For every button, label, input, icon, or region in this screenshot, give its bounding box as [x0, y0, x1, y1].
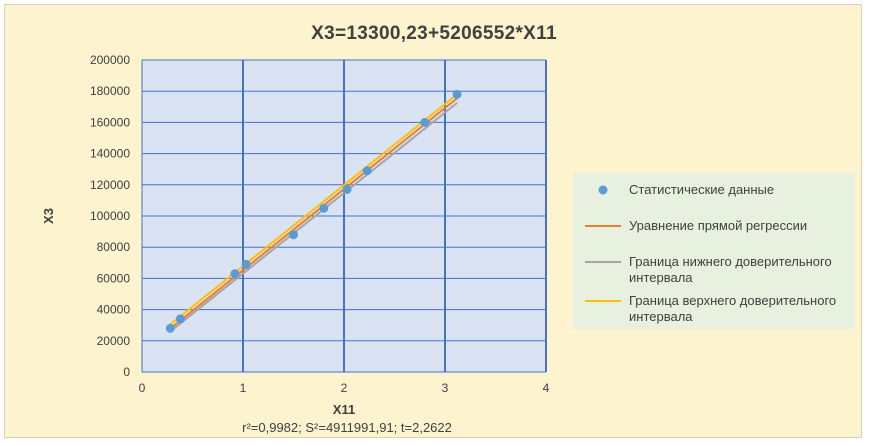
- lower-confidence-line: [169, 102, 458, 333]
- chart-area: X3=13300,23+5206552*X11 0 20000 40000 60000…: [4, 4, 862, 438]
- regression-line: [169, 97, 458, 330]
- chart-title: X3=13300,23+5206552*X11: [311, 23, 557, 44]
- x-axis-title: X11: [333, 402, 355, 417]
- legend: Статистические данные Уравнение прямой р…: [573, 173, 855, 329]
- legend-label-lower: Граница нижнего доверительного интервала: [629, 254, 832, 285]
- y-tick-label: 40000: [97, 303, 131, 317]
- chart-subtitle: r²=0,9982; S²=4911991,91; t=2,2622: [242, 420, 452, 435]
- y-tick-label: 100000: [90, 209, 130, 223]
- legend-label-data: Статистические данные: [629, 182, 775, 197]
- legend-marker-upper: [585, 300, 621, 302]
- data-point: [319, 203, 329, 213]
- points-layer: [165, 89, 462, 333]
- x-tick-label: 3: [442, 381, 449, 395]
- x-tick-label: 1: [240, 381, 247, 395]
- y-tick-label: 180000: [90, 84, 130, 98]
- legend-label-regression: Уравнение прямой регрессии: [629, 218, 808, 233]
- legend-marker-scatter: [598, 185, 608, 195]
- y-axis-title: X3: [41, 208, 56, 224]
- data-point: [452, 89, 462, 99]
- y-tick-label: 160000: [90, 115, 130, 129]
- lines-layer: [169, 93, 458, 333]
- y-tick-label: 140000: [90, 147, 130, 161]
- y-tick-label: 20000: [97, 334, 131, 348]
- x-tick-label: 0: [139, 381, 146, 395]
- y-tick-label: 120000: [90, 178, 130, 192]
- data-point: [175, 314, 185, 324]
- x-tick-label: 4: [543, 381, 550, 395]
- y-tick-label: 80000: [97, 240, 131, 254]
- y-tick-label: 200000: [90, 53, 130, 67]
- data-point: [342, 184, 352, 194]
- plot-svg: 0 20000 40000 60000 80000 100000 120000 140000 1…: [41, 53, 550, 417]
- y-tick-label: 60000: [97, 271, 131, 285]
- legend-marker-lower: [585, 261, 621, 263]
- legend-label-upper: Граница верхнего доверительного интервал…: [629, 293, 837, 324]
- data-point: [241, 259, 251, 269]
- data-point: [165, 323, 175, 333]
- data-point: [230, 269, 240, 279]
- data-point: [362, 166, 372, 176]
- data-point: [420, 117, 430, 127]
- legend-marker-regression: [585, 225, 621, 227]
- y-tick-label: 0: [123, 365, 130, 379]
- x-tick-label: 2: [341, 381, 348, 395]
- ticks-layer: 0 20000 40000 60000 80000 100000 120000 140000 1…: [90, 53, 550, 395]
- upper-confidence-line: [169, 93, 458, 326]
- data-point: [289, 230, 298, 240]
